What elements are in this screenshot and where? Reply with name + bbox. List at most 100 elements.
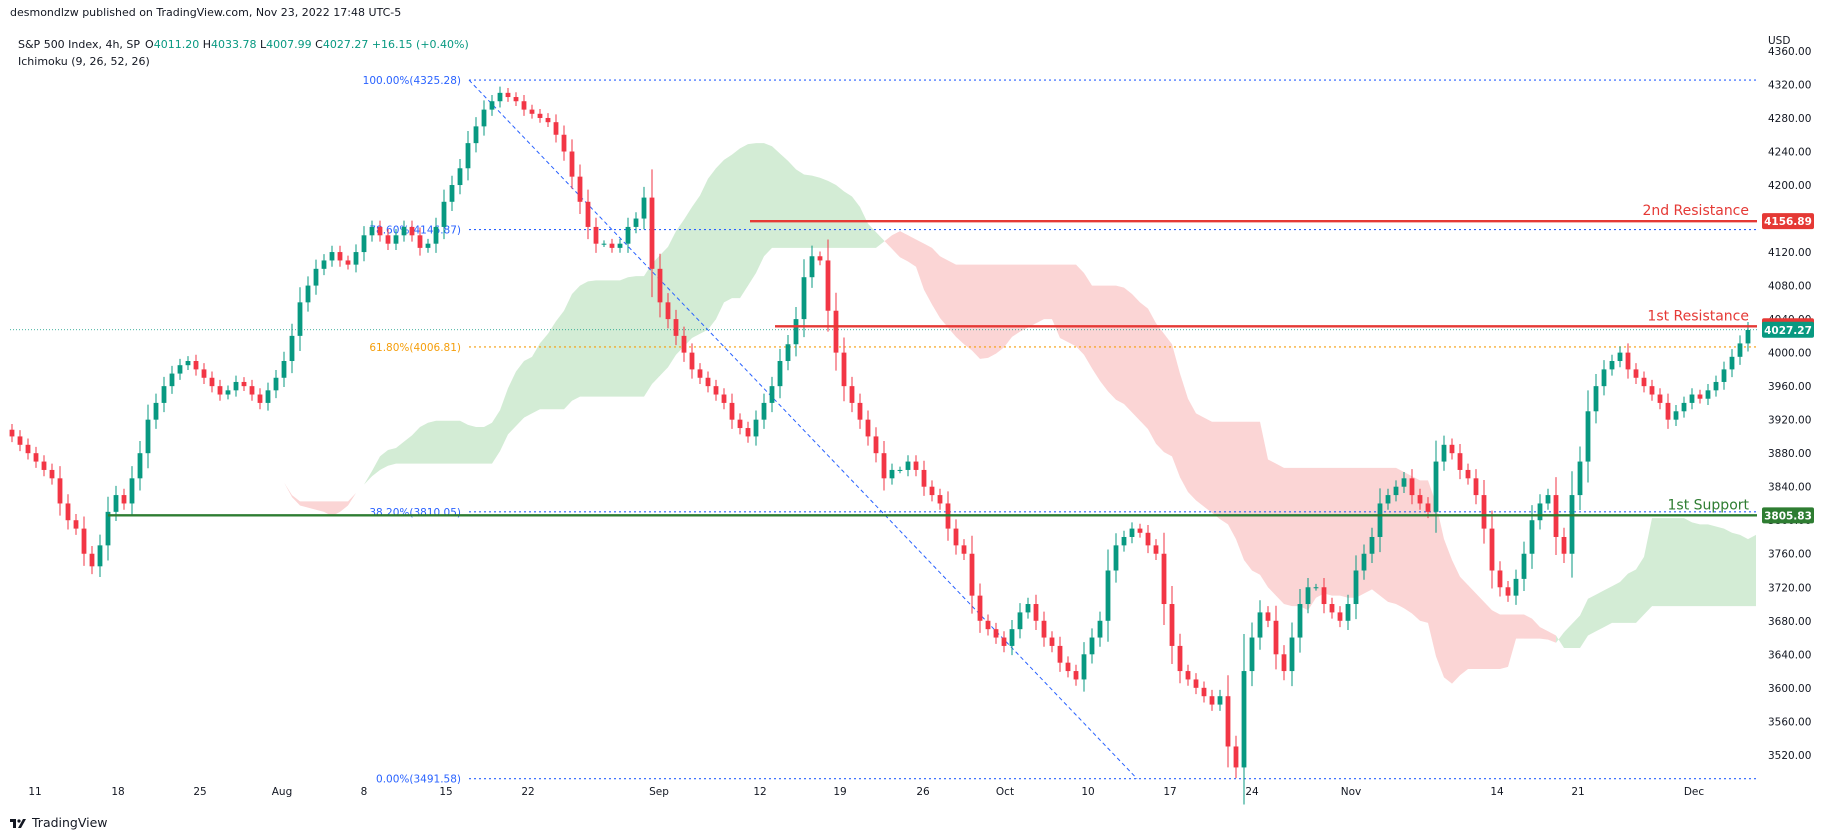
candle	[633, 212, 639, 234]
cloud-segment	[604, 280, 612, 397]
candle	[65, 494, 71, 530]
cloud-segment	[900, 231, 908, 262]
candle	[1233, 735, 1239, 779]
cloud-segment	[1588, 594, 1596, 636]
candle-body	[241, 381, 247, 387]
candle	[1513, 569, 1519, 605]
candle	[169, 365, 175, 394]
candle-body	[689, 352, 695, 370]
candle-body	[633, 218, 639, 227]
candle-body	[137, 453, 143, 479]
candle-body	[353, 252, 359, 265]
cloud-segment	[1708, 524, 1716, 607]
symbol-name[interactable]: S&P 500 Index, 4h, SP	[18, 38, 141, 51]
cloud-segment	[620, 277, 628, 397]
tradingview-brand[interactable]: TradingView	[10, 815, 108, 830]
candle-body	[369, 226, 375, 236]
time-tick-label: 14	[1490, 786, 1504, 798]
cloud-segment	[772, 146, 780, 248]
candle	[1241, 633, 1247, 805]
candle-body	[449, 185, 455, 202]
candle	[1537, 494, 1543, 530]
candle	[1033, 594, 1039, 630]
candle	[1545, 488, 1551, 510]
candle-body	[361, 235, 367, 253]
candle	[785, 335, 791, 371]
cloud-segment	[1180, 373, 1188, 492]
cloud-segment	[1300, 467, 1308, 611]
candle-body	[769, 386, 775, 403]
candle-body	[673, 319, 679, 336]
candle	[1249, 622, 1255, 687]
cloud-segment	[940, 256, 948, 328]
candle-body	[113, 495, 119, 512]
candle	[257, 388, 263, 410]
candle	[1385, 488, 1391, 510]
last-price-tag-box	[1762, 321, 1814, 338]
cloud-segment	[396, 441, 404, 464]
time-tick-label: 19	[833, 786, 846, 798]
candle-body	[1049, 637, 1055, 646]
candle-body	[1601, 369, 1607, 387]
cloud-segment	[260, 457, 268, 470]
candle-body	[97, 545, 103, 567]
candle-body	[617, 243, 623, 248]
publisher-line: desmondlzw published on TradingView.com,…	[10, 6, 402, 19]
candle-body	[993, 629, 999, 638]
candle-body	[609, 243, 615, 248]
candle-body	[929, 486, 935, 496]
cloud-segment	[1548, 631, 1556, 643]
candle-body	[393, 235, 399, 244]
candle	[1665, 393, 1671, 429]
cloud-segment	[972, 264, 980, 359]
cloud-segment	[1340, 467, 1348, 598]
candle-body	[465, 143, 471, 169]
candle-body	[1145, 532, 1151, 546]
candle	[929, 480, 935, 502]
candle-body	[257, 394, 263, 403]
cloud-segment	[1244, 421, 1252, 571]
candle	[753, 410, 759, 446]
cloud-segment	[1052, 264, 1060, 338]
cloud-segment	[428, 420, 436, 464]
cloud-segment	[732, 148, 740, 299]
candle-body	[977, 595, 983, 621]
support-label: 1st Support	[1668, 497, 1750, 513]
cloud-segment	[556, 310, 564, 410]
cloud-segment	[740, 144, 748, 299]
candle	[881, 441, 887, 491]
cloud-segment	[844, 191, 852, 248]
candle	[25, 438, 31, 460]
candle-body	[1561, 536, 1567, 554]
candle	[1329, 597, 1335, 619]
candle	[1697, 389, 1703, 404]
resistance-label: 1st Resistance	[1647, 308, 1749, 324]
candle-body	[497, 92, 503, 102]
candle-body	[1041, 620, 1047, 638]
candle-body	[505, 92, 511, 98]
candle-body	[1633, 369, 1639, 378]
candle	[713, 379, 719, 401]
candle-body	[129, 478, 135, 504]
cloud-segment	[1396, 467, 1404, 609]
candle	[369, 220, 375, 242]
candle	[689, 343, 695, 379]
candle-body	[1545, 495, 1551, 504]
candle	[1673, 405, 1679, 426]
indicator-label[interactable]: Ichimoku (9, 26, 52, 26)	[18, 55, 150, 68]
candle	[49, 463, 55, 485]
candle	[577, 164, 583, 214]
price-tick-label: 3520.00	[1768, 750, 1811, 762]
cloud-segment	[884, 235, 892, 249]
cloud-segment	[1508, 614, 1516, 667]
cloud-segment	[1084, 273, 1092, 369]
candle	[1313, 583, 1319, 591]
cloud-segment	[476, 426, 484, 464]
candle	[657, 253, 663, 318]
cloud-segment	[1188, 398, 1196, 501]
cloud-segment	[1236, 421, 1244, 561]
candle	[1201, 681, 1207, 703]
cloud-segment	[1428, 480, 1436, 657]
cloud-segment	[1532, 618, 1540, 639]
